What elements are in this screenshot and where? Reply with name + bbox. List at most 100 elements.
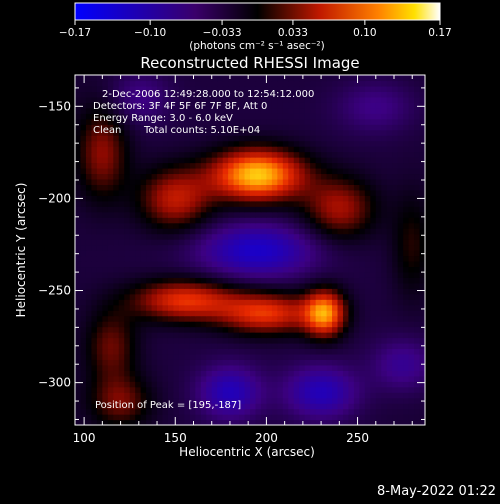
- heatmap-cell: [107, 337, 114, 344]
- heatmap-cell: [288, 381, 295, 388]
- heatmap-cell: [403, 266, 410, 273]
- heatmap-cell: [403, 75, 410, 82]
- heatmap-cell: [321, 80, 328, 87]
- heatmap-cell: [321, 195, 328, 202]
- heatmap-cell: [288, 375, 295, 382]
- heatmap-cell: [102, 118, 109, 125]
- heatmap-cell: [195, 135, 202, 142]
- heatmap-cell: [96, 85, 103, 93]
- heatmap-cell: [277, 228, 284, 235]
- heatmap-cell: [118, 337, 125, 344]
- heatmap-cell: [85, 326, 93, 333]
- heatmap-cell: [282, 386, 289, 393]
- heatmap-cell: [151, 173, 158, 180]
- heatmap-cell: [299, 375, 306, 382]
- heatmap-cell: [140, 403, 147, 410]
- heatmap-cell: [178, 129, 185, 136]
- heatmap-cell: [118, 151, 125, 158]
- heatmap-cell: [140, 102, 147, 109]
- heatmap-cell: [173, 260, 180, 268]
- heatmap-cell: [239, 315, 246, 322]
- heatmap-cell: [326, 288, 333, 295]
- heatmap-cell: [337, 304, 344, 311]
- heatmap-cell: [386, 299, 393, 306]
- heatmap-cell: [288, 408, 295, 415]
- heatmap-cell: [102, 364, 109, 371]
- timestamp: 8-May-2022 01:22: [377, 484, 496, 499]
- heatmap-cell: [189, 370, 196, 377]
- heatmap-cell: [408, 244, 415, 251]
- heatmap-cell: [184, 189, 191, 196]
- heatmap-cell: [271, 370, 278, 377]
- heatmap-cell: [211, 124, 218, 131]
- heatmap-cell: [348, 397, 355, 404]
- heatmap-cell: [75, 189, 82, 196]
- heatmap-cell: [370, 184, 377, 191]
- heatmap-cell: [244, 135, 251, 142]
- heatmap-cell: [184, 162, 191, 169]
- heatmap-cell: [195, 282, 202, 289]
- heatmap-cell: [299, 353, 306, 360]
- heatmap-cell: [222, 375, 229, 382]
- heatmap-cell: [375, 211, 382, 218]
- heatmap-cell: [96, 386, 103, 393]
- heatmap-cell: [392, 178, 399, 185]
- heatmap-cell: [195, 392, 202, 399]
- heatmap-cell: [124, 217, 131, 224]
- heatmap-cell: [277, 124, 284, 131]
- heatmap-cell: [304, 211, 311, 218]
- heatmap-cell: [342, 386, 350, 393]
- heatmap-cell: [85, 250, 93, 257]
- heatmap-cell: [392, 293, 399, 300]
- heatmap-cell: [364, 321, 371, 328]
- heatmap-cell: [173, 332, 180, 339]
- heatmap-cell: [348, 157, 355, 164]
- heatmap-cell: [140, 244, 147, 251]
- heatmap-cell: [277, 337, 284, 344]
- plot-frame: [74, 74, 426, 426]
- heatmap-cell: [381, 315, 388, 322]
- heatmap-cell: [337, 403, 344, 410]
- heatmap-cell: [140, 135, 147, 142]
- heatmap-cell: [228, 91, 235, 98]
- heatmap-cell: [271, 375, 278, 382]
- heatmap-cell: [189, 271, 196, 278]
- heatmap-cell: [206, 124, 213, 131]
- heatmap-cell: [244, 217, 251, 224]
- heatmap-cell: [239, 375, 246, 382]
- heatmap-cell: [124, 211, 131, 218]
- heatmap-cell: [359, 332, 366, 339]
- heatmap-cell: [337, 244, 344, 251]
- heatmap-cell: [211, 337, 218, 344]
- heatmap-cell: [184, 124, 191, 131]
- heatmap-cell: [353, 353, 360, 360]
- heatmap-cell: [250, 195, 257, 202]
- heatmap-cell: [288, 189, 295, 196]
- heatmap-cell: [195, 173, 202, 180]
- heatmap-cell: [414, 250, 421, 257]
- heatmap-cell: [96, 217, 103, 224]
- heatmap-cell: [151, 107, 158, 114]
- heatmap-cell: [266, 129, 273, 136]
- heatmap-cell: [364, 386, 371, 393]
- heatmap-cell: [370, 337, 377, 344]
- heatmap-cell: [386, 102, 393, 109]
- heatmap-cell: [102, 189, 109, 196]
- heatmap-cell: [250, 381, 257, 388]
- heatmap-cell: [75, 140, 82, 147]
- heatmap-cell: [75, 370, 82, 377]
- heatmap-cell: [381, 211, 388, 218]
- heatmap-cell: [337, 140, 344, 147]
- heatmap-cell: [282, 146, 289, 153]
- heatmap-cell: [129, 222, 136, 229]
- heatmap-cell: [381, 91, 388, 98]
- heatmap-cell: [408, 151, 415, 158]
- heatmap-cell: [228, 146, 235, 153]
- heatmap-cell: [222, 326, 229, 333]
- heatmap-cell: [364, 239, 371, 246]
- heatmap-cell: [348, 342, 355, 350]
- heatmap-cell: [266, 381, 273, 388]
- heatmap-cell: [392, 277, 399, 284]
- heatmap-cell: [91, 271, 98, 278]
- heatmap-cell: [195, 304, 202, 311]
